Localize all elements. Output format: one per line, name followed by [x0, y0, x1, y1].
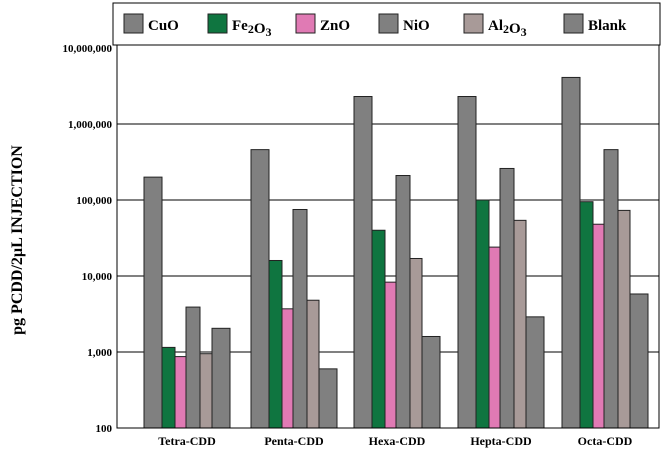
bar-nio-penta-cdd — [292, 208, 308, 429]
bar-blank-penta-cdd — [318, 368, 338, 429]
bars — [143, 76, 649, 429]
legend-swatch-al2o3 — [463, 13, 484, 34]
bar-nio-hexa-cdd — [395, 175, 411, 429]
bar-blank-tetra-cdd — [211, 327, 231, 429]
bar-blank-hepta-cdd — [525, 316, 545, 429]
legend: CuO Fe2O3 ZnO NiO Al2O3 Blank — [112, 2, 661, 46]
bar-blank-hexa-cdd — [421, 335, 441, 429]
y-tick-label: 1,000 — [87, 347, 112, 359]
y-axis-label: pg PCDD/2µL INJECTION — [9, 145, 26, 335]
legend-swatch-nio — [378, 13, 399, 34]
bar-al2o3-hepta-cdd — [513, 219, 527, 429]
bar-nio-tetra-cdd — [185, 306, 201, 429]
bar-fe2o3-octa-cdd — [579, 201, 594, 429]
y-tick-label: 1,000,000 — [68, 119, 113, 131]
bar-blank-octa-cdd — [629, 293, 649, 429]
y-axis-ticks: 100 1,000 10,000 100,000 1,000,000 10,000,000 — [63, 43, 113, 435]
bar-al2o3-penta-cdd — [306, 299, 320, 429]
y-tick-label: 10,000,000 — [63, 43, 113, 55]
legend-label-nio: NiO — [403, 18, 430, 34]
bar-al2o3-octa-cdd — [617, 209, 631, 429]
x-category-label: Tetra-CDD — [158, 434, 216, 448]
x-category-label: Penta-CDD — [264, 434, 324, 448]
legend-label-al2o3: Al2O3 — [488, 18, 527, 39]
legend-label-zno: ZnO — [320, 18, 350, 34]
bar-cuo-hepta-cdd — [457, 96, 477, 429]
bar-al2o3-tetra-cdd — [199, 353, 213, 429]
bar-zno-hexa-cdd — [384, 281, 397, 429]
bar-cuo-tetra-cdd — [143, 176, 163, 429]
y-tick-label: 100,000 — [76, 195, 112, 207]
legend-swatch-blank — [563, 13, 584, 34]
x-axis-categories: Tetra-CDD Penta-CDD Hexa-CDD Hepta-CDD Octa-… — [158, 434, 632, 448]
bar-zno-tetra-cdd — [174, 356, 187, 429]
bar-fe2o3-hepta-cdd — [475, 199, 490, 429]
legend-swatch-fe2o3 — [207, 13, 228, 34]
bar-zno-octa-cdd — [592, 223, 605, 429]
bar-cuo-hexa-cdd — [353, 96, 373, 429]
y-tick-label: 100 — [96, 423, 113, 435]
legend-label-fe2o3: Fe2O3 — [232, 18, 272, 39]
bar-zno-penta-cdd — [281, 308, 294, 429]
legend-swatch-zno — [295, 13, 316, 34]
bar-al2o3-hexa-cdd — [409, 257, 423, 429]
bar-zno-hepta-cdd — [488, 246, 501, 429]
y-tick-label: 10,000 — [82, 271, 113, 283]
bar-fe2o3-penta-cdd — [268, 259, 283, 429]
bar-fe2o3-hexa-cdd — [371, 229, 386, 429]
legend-label-blank: Blank — [588, 18, 627, 34]
legend-swatch-cuo — [123, 13, 144, 34]
bar-nio-hepta-cdd — [499, 167, 515, 429]
x-category-label: Hexa-CDD — [369, 434, 426, 448]
legend-label-cuo: CuO — [148, 18, 179, 34]
bar-cuo-penta-cdd — [250, 149, 270, 429]
bar-fe2o3-tetra-cdd — [161, 346, 176, 429]
bar-nio-octa-cdd — [603, 149, 619, 429]
x-category-label: Hepta-CDD — [470, 434, 532, 448]
x-category-label: Octa-CDD — [578, 434, 633, 448]
bar-cuo-octa-cdd — [561, 76, 581, 429]
